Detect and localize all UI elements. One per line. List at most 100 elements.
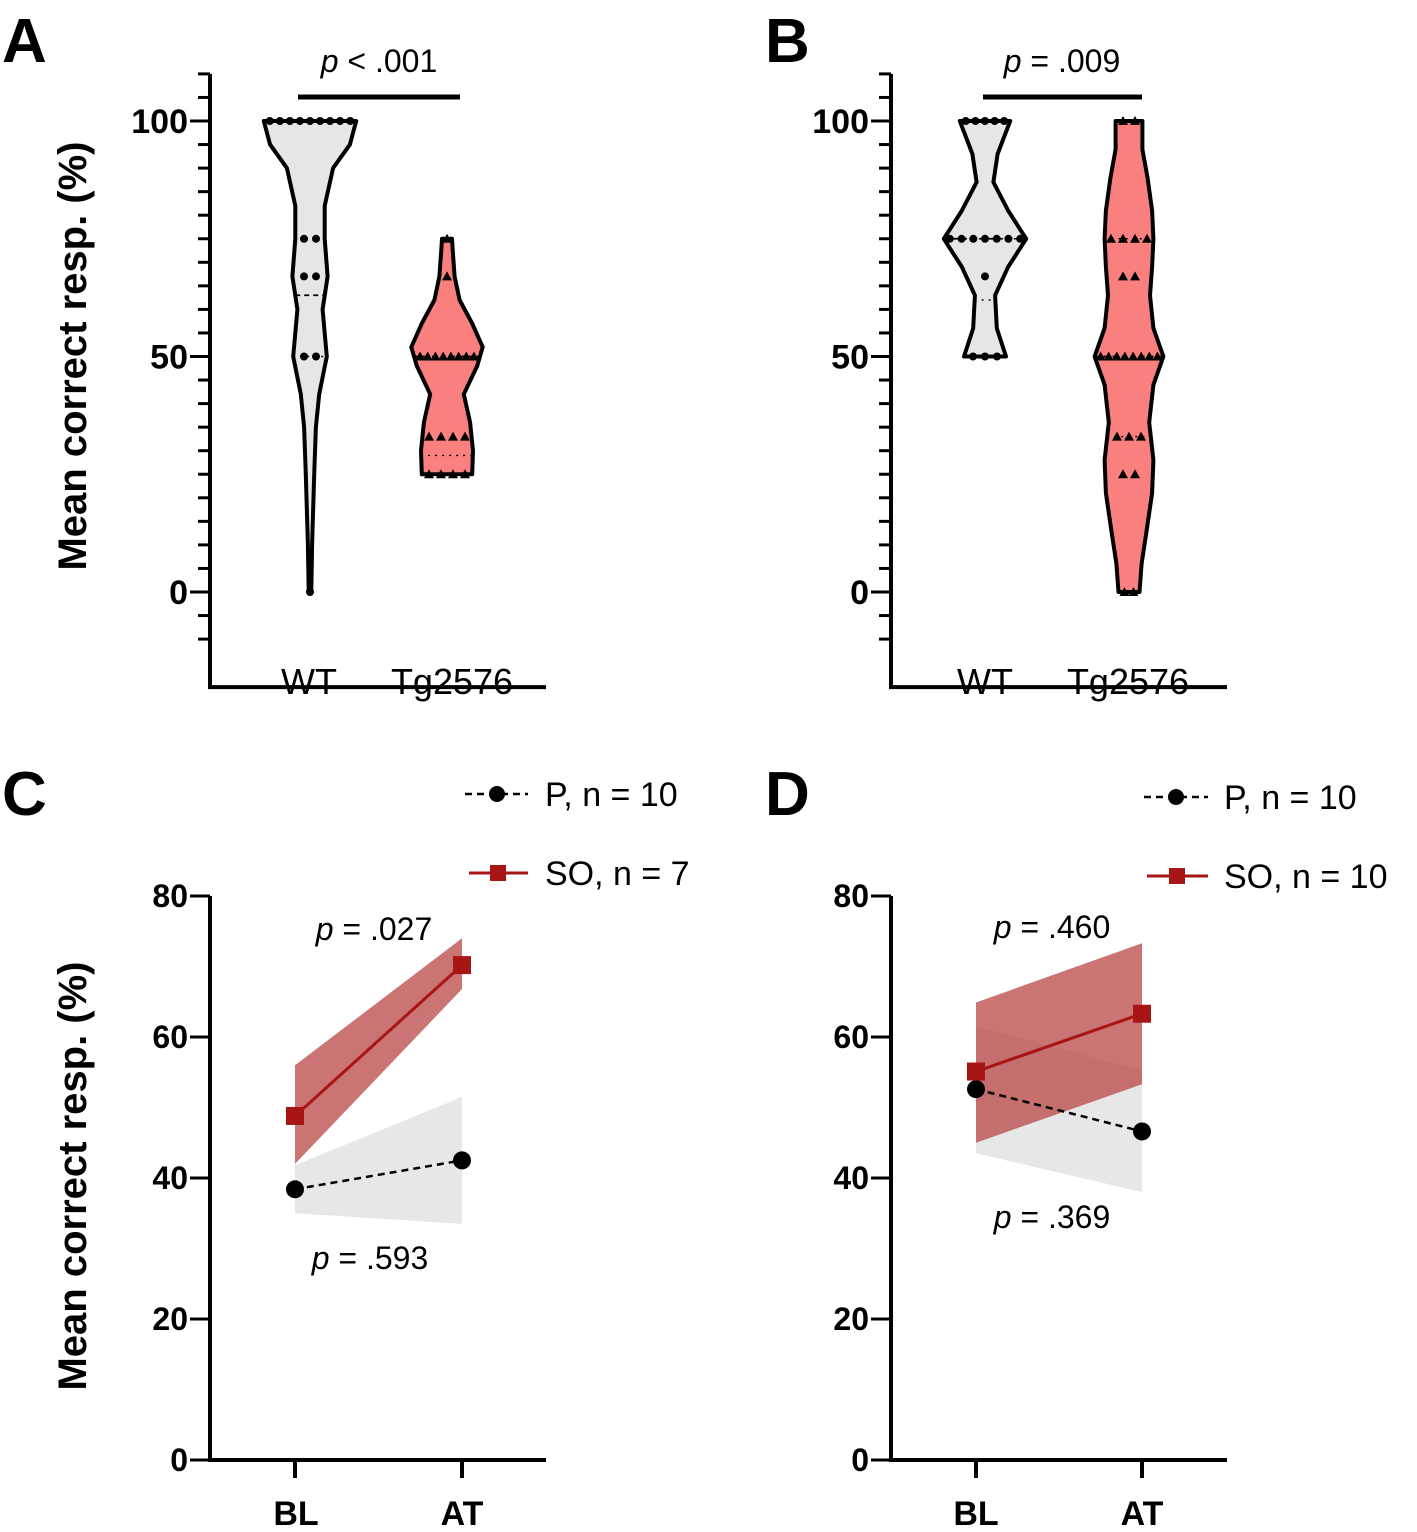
point-p-bl [967, 1080, 985, 1099]
point-so-at [1133, 1004, 1151, 1023]
series-line-so [293, 963, 464, 1118]
data-point [460, 469, 470, 479]
data-point [992, 234, 1001, 243]
legend-marker-p-d [1168, 789, 1184, 805]
data-point [453, 351, 464, 361]
data-point [442, 271, 452, 281]
data-point [1136, 351, 1147, 361]
y-tick-label: 50 [831, 339, 869, 377]
legend-label-so-d: SO, n = 10 [1224, 858, 1388, 896]
data-point [424, 469, 434, 479]
data-point [312, 272, 320, 281]
panel-d: D P, n = 10 SO, n = 10 0 20 40 60 80 p = .46… [765, 760, 1388, 1532]
legend-d: P, n = 10 SO, n = 10 [1144, 779, 1388, 896]
point-so-bl [967, 1062, 985, 1081]
panel-letter-a: A [2, 7, 47, 76]
data-point [1128, 351, 1139, 361]
axes-b: 0 50 100 [812, 72, 1227, 690]
point-p-at [453, 1151, 471, 1170]
data-point [1095, 351, 1106, 361]
data-point [993, 352, 1001, 361]
y-tick-label: 20 [833, 1301, 869, 1337]
data-point [448, 431, 458, 441]
legend-marker-p-c [489, 786, 505, 802]
data-point [981, 272, 989, 281]
data-point [1016, 234, 1025, 243]
data-point [415, 351, 425, 361]
data-point [961, 117, 970, 125]
legend-marker-so-d [1169, 868, 1185, 884]
data-point [295, 117, 304, 125]
ci-band-p [295, 1096, 462, 1224]
data-point [1144, 351, 1155, 361]
point-so-bl [286, 1106, 304, 1125]
data-point [436, 469, 446, 479]
y-tick-label: 100 [131, 103, 188, 141]
violins-b [941, 116, 1166, 596]
y-tick-label: 80 [152, 878, 188, 914]
axes-c: 0 20 40 60 80 [152, 878, 546, 1478]
data-point [1111, 351, 1122, 361]
data-point [461, 351, 472, 361]
data-point [969, 234, 978, 243]
y-axis-label-c: Mean correct resp. (%) [51, 961, 95, 1390]
p-value-top-c: p = .027 [315, 911, 433, 947]
y-tick-label: 100 [812, 103, 869, 141]
legend-label-p-d: P, n = 10 [1224, 779, 1357, 817]
y-tick-label: 60 [152, 1019, 188, 1055]
data-point [1130, 469, 1140, 479]
data-point [1124, 431, 1134, 441]
p-value-b: p = .009 [1003, 43, 1121, 79]
data-point [438, 351, 449, 361]
p-value-top-d: p = .460 [993, 909, 1111, 945]
data-point [1118, 116, 1128, 125]
plot-area-d [967, 943, 1151, 1193]
category-label-bl-c: BL [273, 1495, 318, 1532]
data-point [1118, 271, 1128, 281]
data-point [1119, 587, 1130, 596]
panel-b: B 0 50 100 p = .009 WT Tg2576 [765, 7, 1227, 702]
violin-wt [261, 119, 359, 594]
data-point [430, 351, 441, 361]
y-tick-label: 20 [152, 1301, 188, 1337]
data-point [1128, 587, 1139, 596]
data-point [1112, 431, 1122, 441]
data-point [981, 352, 989, 361]
data-point [460, 431, 470, 441]
y-tick-label: 0 [850, 574, 869, 612]
category-label-tg2576-a: Tg2576 [391, 661, 513, 702]
data-point [445, 351, 456, 361]
data-point [1130, 116, 1140, 125]
data-point [1118, 469, 1128, 479]
series-line-so [975, 1012, 1143, 1073]
category-label-tg2576-b: Tg2576 [1067, 661, 1189, 702]
data-point [312, 234, 320, 243]
data-point [306, 117, 314, 125]
data-point [275, 117, 284, 125]
y-tick-label: 40 [833, 1160, 869, 1196]
data-point [469, 351, 479, 361]
data-point [1130, 233, 1140, 243]
series-line-p [975, 1087, 1143, 1133]
axes-a: 0 50 100 [131, 72, 546, 690]
data-point [336, 117, 345, 125]
axes-d: 0 20 40 60 80 [833, 878, 1227, 1478]
point-so-at [453, 956, 471, 975]
data-point [969, 352, 977, 361]
data-point [306, 588, 314, 596]
point-p-bl [286, 1180, 304, 1199]
data-point [1119, 351, 1130, 361]
data-point [1004, 234, 1013, 243]
point-p-at [1133, 1122, 1151, 1141]
data-point [971, 117, 980, 125]
y-tick-label: 50 [150, 339, 188, 377]
panel-letter-c: C [2, 760, 47, 829]
data-point [436, 431, 446, 441]
data-point [326, 117, 335, 125]
legend-marker-so-c [490, 865, 506, 881]
y-tick-label: 0 [169, 574, 188, 612]
data-point [300, 272, 308, 281]
y-tick-label: 40 [152, 1160, 188, 1196]
y-tick-label: 60 [833, 1019, 869, 1055]
data-point [312, 352, 320, 361]
